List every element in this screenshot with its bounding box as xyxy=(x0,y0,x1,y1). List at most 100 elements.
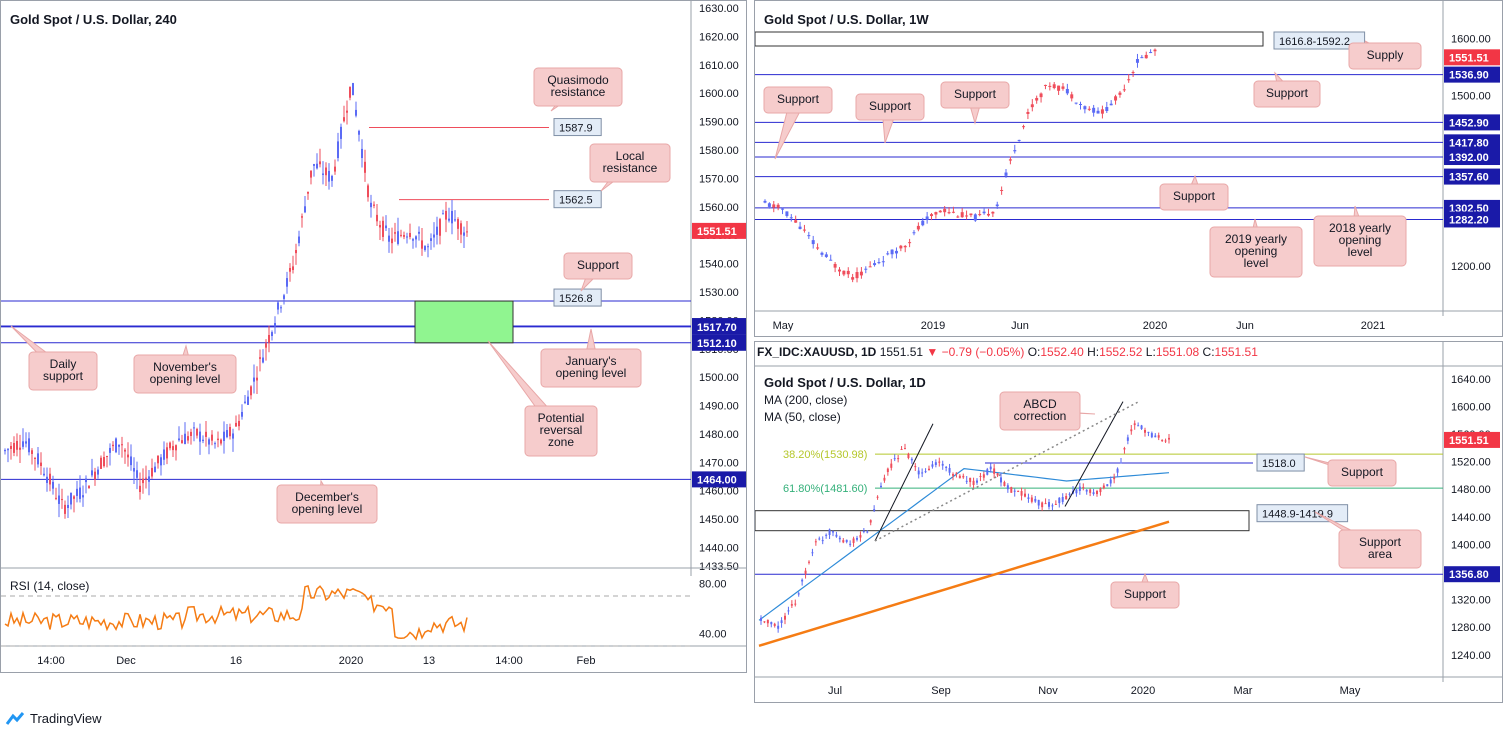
tradingview-logo[interactable]: TradingView xyxy=(4,708,102,728)
w-candle xyxy=(1083,106,1087,110)
h4-candle xyxy=(55,497,57,499)
d-candle xyxy=(1058,497,1061,504)
h4-candle xyxy=(442,213,444,215)
callout-supply-text: Supply xyxy=(1367,48,1404,62)
rsi-title: RSI (14, close) xyxy=(10,579,89,593)
symbol-part: 1551.08 xyxy=(1156,345,1203,359)
d-candle xyxy=(825,534,828,536)
h4-candle xyxy=(394,232,396,234)
h4-candle xyxy=(130,456,132,466)
callout-january-bubble xyxy=(540,348,642,388)
w-candle xyxy=(772,204,776,208)
h4-candle xyxy=(19,447,21,450)
w-candle xyxy=(1140,57,1144,59)
w-candle xyxy=(986,213,990,216)
h4-candle xyxy=(94,471,96,480)
h4-y-tick: 1460.00 xyxy=(699,486,739,498)
d-candle xyxy=(979,475,982,477)
h4-candle xyxy=(178,438,180,441)
h4-candle xyxy=(307,191,309,194)
chart-weekly[interactable]: Gold Spot / U.S. Dollar, 1W 1600.00 1500.0… xyxy=(754,1,1502,336)
w-candle xyxy=(1105,107,1109,112)
h4-candle xyxy=(82,495,84,498)
symbol-line: FX_IDC:XAUUSD, 1D 1551.51 ▼ −0.79 (−0.05… xyxy=(757,345,1258,359)
h4-candle xyxy=(148,476,150,482)
d-candle xyxy=(900,448,903,450)
d-candle xyxy=(976,480,978,483)
h4-candle xyxy=(184,433,186,444)
callout-2019-text: 2019 yearly xyxy=(1225,232,1287,246)
w-candle xyxy=(1043,84,1047,86)
d-x-tick: Jul xyxy=(828,685,842,697)
h4-candle xyxy=(304,206,306,213)
callout-daily-support-text: Daily xyxy=(50,357,77,371)
d-candle xyxy=(1000,477,1002,483)
chart-daily-panel[interactable]: FX_IDC:XAUUSD, 1D 1551.51 ▼ −0.79 (−0.05… xyxy=(754,341,1503,703)
callout-daily-support-bubble xyxy=(28,351,98,391)
h4-candle xyxy=(460,223,462,235)
level-price-tag-text: 1282.20 xyxy=(1449,214,1489,226)
h4-candle xyxy=(133,468,135,472)
symbol-part: 1551.51 xyxy=(1215,345,1259,359)
h4-candle xyxy=(313,164,315,166)
w-x-tick: 2021 xyxy=(1361,320,1385,332)
w-candle xyxy=(785,211,789,216)
w-candle xyxy=(930,214,934,217)
h4-candle xyxy=(190,431,192,437)
d-candle xyxy=(1003,482,1006,486)
h4-candle xyxy=(52,481,54,489)
d-candle xyxy=(859,535,862,538)
w-candle xyxy=(1122,89,1126,91)
chart-4h-panel[interactable]: Gold Spot / U.S. Dollar, 240 1630.00 1620.… xyxy=(0,0,748,673)
d-y-tick: 1600.00 xyxy=(1451,401,1491,413)
h4-candle xyxy=(58,495,60,504)
d-candle xyxy=(1116,468,1119,473)
w-candle xyxy=(943,208,947,213)
support-area-zone xyxy=(754,510,1250,532)
h4-candle xyxy=(73,496,75,499)
chart-daily[interactable]: FX_IDC:XAUUSD, 1D 1551.51 ▼ −0.79 (−0.05… xyxy=(754,342,1502,702)
ma-200-line xyxy=(758,520,1170,647)
d-candle xyxy=(780,620,783,624)
h4-x-tick: Feb xyxy=(577,655,596,667)
h4-candle xyxy=(124,449,126,452)
callout-support-text: Support xyxy=(577,258,620,272)
support-1518-label-box xyxy=(1256,453,1305,472)
w-candle xyxy=(951,211,955,213)
h4-candle xyxy=(256,377,258,381)
h4-candle xyxy=(355,109,357,116)
d-candle xyxy=(794,603,797,605)
h4-candle xyxy=(349,86,351,98)
d-candle xyxy=(1006,485,1009,490)
h4-x-tick: Dec xyxy=(116,655,136,667)
h4-candle xyxy=(310,170,312,178)
last-price-tag-text: 1551.51 xyxy=(697,226,737,238)
h4-x-tick: 14:00 xyxy=(495,655,523,667)
w-candle xyxy=(965,215,969,217)
symbol-part: 1552.52 xyxy=(1099,345,1146,359)
supply-label-text: 1616.8-1592.2 xyxy=(1279,36,1350,48)
last-price-tag-text: 1551.51 xyxy=(1449,435,1489,447)
chart-4h[interactable]: Gold Spot / U.S. Dollar, 240 1630.00 1620.… xyxy=(1,1,748,672)
w-candle xyxy=(886,253,890,255)
callout-support-3-bubble xyxy=(855,93,925,121)
ma-50-line xyxy=(758,467,1170,621)
h4-candle xyxy=(235,422,237,427)
w-candle xyxy=(982,211,986,214)
level-price-tag-text: 1464.00 xyxy=(697,474,737,486)
d-candle xyxy=(801,579,804,582)
w-candle xyxy=(1074,102,1078,104)
d-candle xyxy=(880,485,882,488)
h4-candle xyxy=(37,453,39,465)
d-candle xyxy=(811,552,814,554)
h4-candle xyxy=(370,202,372,208)
d-candle xyxy=(790,604,793,606)
level-price-tag xyxy=(692,318,748,335)
d-candle xyxy=(1085,489,1088,492)
level-price-tag-text: 1536.90 xyxy=(1449,70,1489,82)
level-price-tag-text: 1392.00 xyxy=(1449,152,1489,164)
support-1518-label-text: 1518.0 xyxy=(1262,458,1296,470)
chart-weekly-panel[interactable]: Gold Spot / U.S. Dollar, 1W 1600.00 1500.0… xyxy=(754,0,1503,337)
w-candle xyxy=(921,220,925,226)
h4-y-tick: 1570.00 xyxy=(699,173,739,185)
